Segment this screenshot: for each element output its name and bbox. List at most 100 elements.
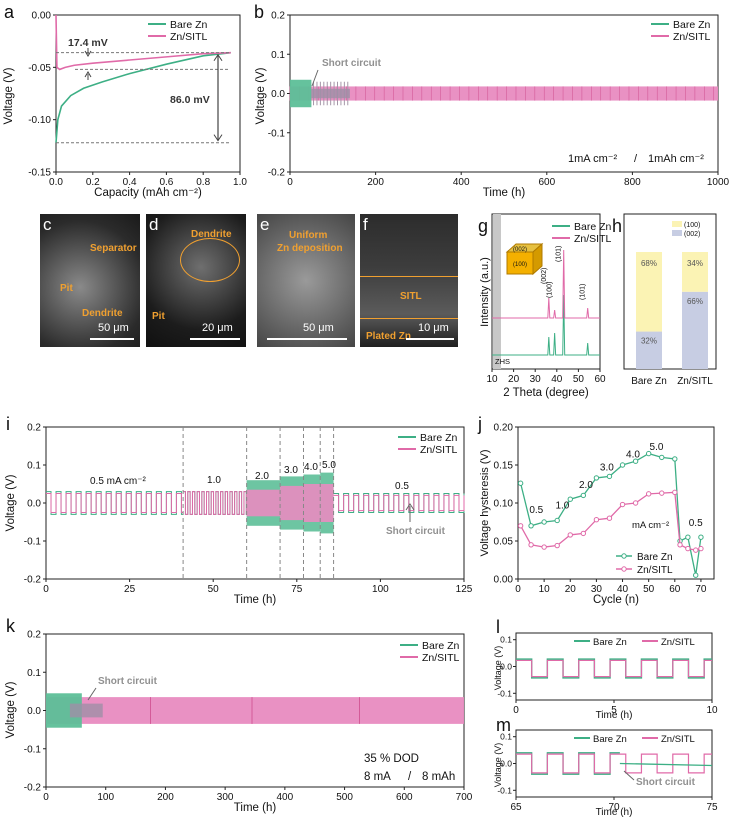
sem-label-zn-deposition: Zn deposition xyxy=(277,243,343,254)
legend-swatch-002 xyxy=(672,230,682,236)
x-tick-label: 20 xyxy=(508,374,520,385)
bar-100-sitl xyxy=(682,252,708,292)
panel-letter-b: b xyxy=(254,2,264,22)
x-tick-label: 10 xyxy=(539,584,551,595)
sem-label-separator: Separator xyxy=(90,243,137,254)
rate-band-sitl xyxy=(303,484,321,522)
legend-marker-sitl xyxy=(621,566,627,572)
dod-label: 35 % DOD xyxy=(364,753,419,765)
bar-label-002: 32% xyxy=(641,337,657,346)
arrow-17-bottom xyxy=(84,71,92,80)
y-tick-label: -0.10 xyxy=(28,115,51,126)
crystal-label-002: (002) xyxy=(513,247,527,253)
rate-label: 0.5 xyxy=(395,481,409,492)
data-point xyxy=(645,491,652,497)
category-label: Bare Zn xyxy=(631,376,667,387)
y-axis-label: Voltage (V) xyxy=(5,474,17,531)
y-tick-label: 0.1 xyxy=(500,635,512,645)
x-tick-label: 10 xyxy=(706,705,718,716)
x-tick-label: 70 xyxy=(608,802,620,813)
series-line-sitl xyxy=(55,14,231,71)
x-axis-label: Time (h) xyxy=(596,807,633,818)
x-tick-label: 65 xyxy=(510,802,522,813)
series-band-sitl xyxy=(46,697,464,724)
rate-label: 0.5 mA cm⁻² xyxy=(90,476,147,487)
rate-wave-bare xyxy=(46,491,184,515)
rate-label: 4.0 xyxy=(304,462,318,473)
y-tick-label: 0.0 xyxy=(500,759,512,769)
x-tick-label: 70 xyxy=(695,584,707,595)
data-point xyxy=(693,547,699,553)
panel-letter-i: i xyxy=(6,414,10,434)
panel-g-frame xyxy=(491,213,601,370)
data-point xyxy=(606,473,613,480)
y-axis-label: Intensity (a.u.) xyxy=(479,257,491,327)
y-tick-label: 0.05 xyxy=(494,537,514,548)
legend-bare: Bare Zn xyxy=(420,432,458,444)
x-tick-label: 0 xyxy=(43,792,49,803)
short-circuit-label: Short circuit xyxy=(636,777,696,788)
sem-label-sitl: SITL xyxy=(400,291,422,302)
legend-label-002: (002) xyxy=(684,231,700,238)
panel-letter-h: h xyxy=(612,216,622,236)
rate-label: 5.0 xyxy=(322,460,336,471)
x-tick-label: 800 xyxy=(624,177,641,188)
x-tick-label: 25 xyxy=(124,584,136,595)
x-tick-label: 30 xyxy=(530,374,542,385)
crystal-side xyxy=(532,242,543,276)
legend-bare: Bare Zn xyxy=(593,637,627,648)
panel-letter-k: k xyxy=(6,616,16,636)
data-point xyxy=(645,450,652,457)
legend-sitl: Zn/SITL xyxy=(574,233,612,245)
x-axis-label: Time (h) xyxy=(234,802,277,814)
cycle-wave-bare xyxy=(516,658,712,679)
sem-label-plated-zn: Plated Zn xyxy=(366,331,412,342)
y-tick-label: 0.1 xyxy=(500,732,512,742)
peak-label: (100) xyxy=(547,282,554,298)
sitl-boundary-bottom xyxy=(360,318,458,319)
rate-wave-sitl xyxy=(46,493,184,513)
y-tick-label: -0.1 xyxy=(268,128,286,139)
data-point xyxy=(593,517,600,523)
series-band-bare xyxy=(290,79,312,108)
legend-sitl: Zn/SITL xyxy=(420,444,458,456)
bar-100-bare xyxy=(636,252,662,332)
data-point xyxy=(580,492,587,499)
sem-label-dendrite: Dendrite xyxy=(82,308,123,319)
peak-label: (101) xyxy=(556,246,563,262)
panel-letter-d: d xyxy=(149,215,159,234)
scale-text: 50 μm xyxy=(98,322,129,334)
rate-label: 0.5 xyxy=(529,505,543,516)
bar-label-100: 68% xyxy=(641,259,657,268)
rate-label: 1.0 xyxy=(207,475,221,486)
panel-letter-e: e xyxy=(260,215,270,234)
sitl-boundary-top xyxy=(360,276,458,277)
x-tick-label: 0 xyxy=(43,584,49,595)
annotation-86mv: 86.0 mV xyxy=(170,94,210,106)
xrd-pattern-sitl xyxy=(492,249,600,319)
x-tick-label: 60 xyxy=(669,584,681,595)
cycle-wave-sitl xyxy=(516,753,712,774)
rate-band-sitl xyxy=(280,485,304,521)
legend-bare: Bare Zn xyxy=(673,19,711,31)
bar-002-sitl xyxy=(682,291,708,369)
arrow-head xyxy=(213,134,223,142)
x-axis-label: Capacity (mAh cm⁻²) xyxy=(94,187,202,199)
data-point xyxy=(541,544,547,550)
x-tick-label: 75 xyxy=(291,584,303,595)
xrd-pattern-bare xyxy=(492,294,600,356)
data-point xyxy=(554,517,560,524)
legend-sitl: Zn/SITL xyxy=(170,31,208,43)
x-tick-label: 0 xyxy=(287,177,293,188)
legend-bare: Bare Zn xyxy=(422,640,460,652)
category-label: Zn/SITL xyxy=(677,376,713,387)
x-tick-label: 600 xyxy=(538,177,555,188)
scale-bar xyxy=(90,338,134,340)
x-tick-label: 1000 xyxy=(707,177,730,188)
rate-label: 2.0 xyxy=(579,480,593,491)
x-tick-label: 60 xyxy=(594,374,606,385)
rate-wave-sitl xyxy=(183,491,247,515)
x-tick-label: 20 xyxy=(565,584,577,595)
data-point xyxy=(554,542,560,549)
panel-letter-c: c xyxy=(43,215,52,234)
